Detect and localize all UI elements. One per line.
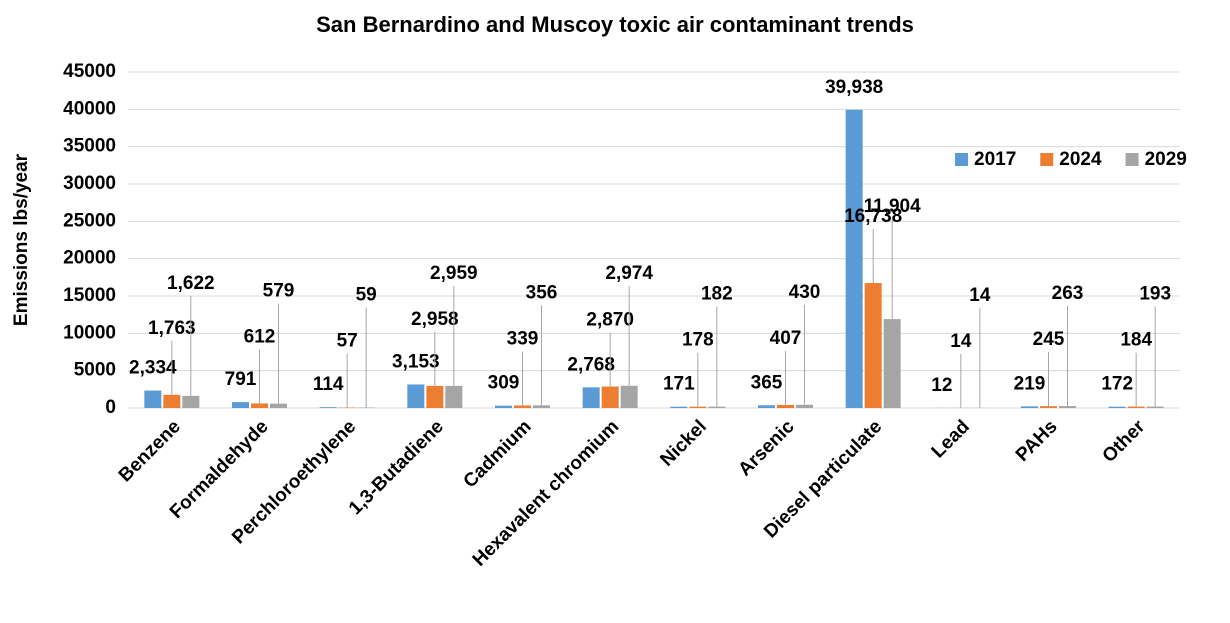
value-label: 2,959 <box>430 263 478 284</box>
y-axis-label: Emissions lbs/year <box>11 153 32 326</box>
value-label: 193 <box>1139 284 1171 305</box>
bar <box>407 384 425 408</box>
value-label: 14 <box>950 331 972 352</box>
bar <box>1059 406 1076 408</box>
value-label: 407 <box>770 328 802 349</box>
x-tick-label: Lead <box>928 416 974 462</box>
value-label: 309 <box>488 373 520 394</box>
bar <box>796 404 813 408</box>
value-label: 365 <box>751 372 783 393</box>
value-label: 12 <box>931 375 952 396</box>
value-label: 57 <box>337 331 358 352</box>
value-label: 182 <box>701 284 733 305</box>
value-label: 430 <box>789 282 821 303</box>
bar <box>1108 406 1126 408</box>
legend-label: 2029 <box>1145 149 1187 170</box>
y-tick-label: 35000 <box>63 136 116 157</box>
value-label: 791 <box>225 369 257 390</box>
value-label: 1,622 <box>167 273 215 294</box>
value-label: 2,974 <box>605 263 653 284</box>
value-label: 1,763 <box>148 318 196 339</box>
value-label: 39,938 <box>825 77 883 98</box>
x-tick-label: Nickel <box>656 416 710 470</box>
bar <box>777 404 794 408</box>
bar <box>582 387 600 408</box>
value-label: 172 <box>1101 374 1133 395</box>
bar <box>1021 406 1038 408</box>
value-label: 11,904 <box>864 196 921 217</box>
value-label: 2,870 <box>586 310 634 331</box>
value-label: 178 <box>682 330 714 351</box>
y-tick-label: 5000 <box>74 360 116 381</box>
bar <box>533 405 550 408</box>
value-label: 114 <box>313 374 344 395</box>
bar <box>426 385 444 408</box>
bar <box>163 394 181 408</box>
legend-swatch <box>1040 153 1054 166</box>
bar <box>601 386 619 408</box>
legend-swatch <box>1125 153 1139 166</box>
x-tick-label: Hexavalent chromium <box>469 416 623 570</box>
value-label: 356 <box>526 282 558 303</box>
bar <box>251 403 268 408</box>
bar <box>270 403 287 408</box>
x-tick-label: Arsenic <box>734 416 798 480</box>
x-tick-label: 1,3-Butadiene <box>345 416 448 519</box>
x-tick-label: Benzene <box>115 416 185 486</box>
value-label: 2,334 <box>129 358 177 379</box>
x-tick-label: PAHs <box>1012 416 1062 466</box>
value-label: 245 <box>1033 329 1065 350</box>
bar <box>620 385 638 408</box>
bar <box>144 390 162 408</box>
bar <box>758 405 775 408</box>
x-tick-label: Cadmium <box>460 416 536 492</box>
bar <box>845 109 863 408</box>
bar <box>319 407 337 408</box>
value-label: 59 <box>356 285 377 306</box>
legend-label: 2017 <box>974 149 1016 170</box>
bar <box>883 319 901 408</box>
y-tick-label: 40000 <box>63 98 116 119</box>
value-label: 263 <box>1052 283 1084 304</box>
value-label: 171 <box>663 374 695 395</box>
value-label: 339 <box>507 328 539 349</box>
y-tick-label: 25000 <box>63 210 116 231</box>
bar <box>514 405 531 408</box>
value-label: 2,958 <box>411 309 459 330</box>
bar <box>445 385 463 408</box>
y-tick-label: 30000 <box>63 173 116 194</box>
bar <box>1040 406 1057 408</box>
value-label: 3,153 <box>392 351 440 372</box>
bar <box>689 406 707 408</box>
chart-title: San Bernardino and Muscoy toxic air cont… <box>316 12 914 37</box>
legend-label: 2024 <box>1059 149 1102 170</box>
bar <box>495 405 512 408</box>
y-tick-label: 10000 <box>63 322 116 343</box>
y-tick-label: 15000 <box>63 285 116 306</box>
bar <box>670 406 688 408</box>
bar <box>182 395 200 408</box>
bar <box>1127 406 1145 408</box>
bar <box>864 283 882 408</box>
bar <box>1146 406 1164 408</box>
bar <box>708 406 726 408</box>
bar <box>232 402 249 408</box>
value-label: 579 <box>263 281 295 302</box>
y-tick-label: 20000 <box>63 248 116 269</box>
x-tick-label: Other <box>1099 416 1150 467</box>
legend-swatch <box>955 153 968 166</box>
value-label: 219 <box>1014 373 1046 394</box>
value-label: 2,768 <box>567 354 615 375</box>
value-label: 14 <box>969 285 991 306</box>
value-label: 184 <box>1120 330 1152 351</box>
y-tick-label: 0 <box>105 397 116 418</box>
value-label: 612 <box>244 326 276 347</box>
value-label: 16,738 <box>844 206 902 227</box>
y-tick-label: 45000 <box>63 61 116 82</box>
